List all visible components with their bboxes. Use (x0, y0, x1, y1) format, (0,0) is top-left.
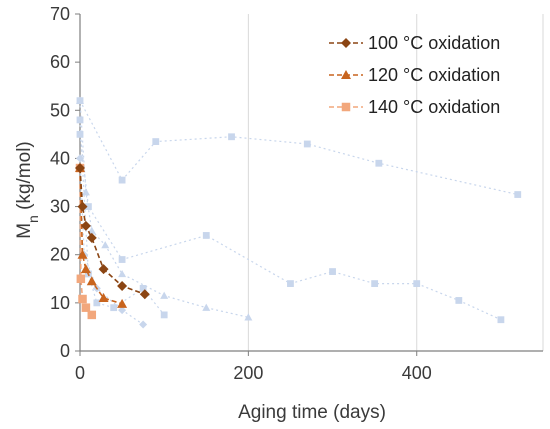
data-point (75, 163, 85, 174)
legend-label: 100 °C oxidation (368, 33, 500, 53)
legend: 100 °C oxidation 120 °C oxidation 140 °C o… (329, 33, 500, 117)
background-data-point (303, 140, 311, 148)
background-data-point (76, 116, 84, 124)
series-layer (75, 163, 150, 320)
background-data-point (118, 306, 127, 315)
background-data-point (160, 291, 169, 299)
background-data-point (375, 159, 383, 167)
background-data-point (110, 304, 118, 312)
background-data-point (93, 299, 101, 307)
y-tick-label: 60 (50, 52, 70, 72)
data-point (81, 303, 91, 312)
background-data-point (76, 154, 84, 163)
x-tick-label: 0 (75, 363, 85, 383)
x-tick-label: 200 (233, 363, 263, 383)
background-data-point (497, 316, 505, 324)
background-data-point (152, 138, 160, 145)
data-point (98, 264, 109, 275)
y-tick-label: 10 (50, 293, 70, 313)
y-tick-label: 70 (50, 4, 70, 24)
data-point (139, 289, 150, 300)
background-data-point (101, 241, 110, 249)
data-point (77, 249, 88, 259)
background-data-point (287, 280, 294, 287)
background-data-point (118, 256, 126, 263)
background-data-point (455, 297, 463, 304)
background-data-point (118, 269, 127, 278)
y-tick-label: 40 (50, 148, 70, 168)
data-point (80, 264, 91, 274)
data-point (76, 274, 86, 284)
y-tick-label: 20 (50, 245, 70, 265)
legend-label: 120 °C oxidation (368, 65, 500, 85)
background-data-point (371, 280, 379, 287)
background-data-point (85, 203, 92, 210)
background-data-point (202, 303, 211, 311)
legend-item: 100 °C oxidation (329, 33, 500, 53)
legend-item: 140 °C oxidation (329, 97, 500, 117)
data-point (117, 298, 128, 308)
y-axis-title-unit: (kg/mol) (14, 141, 35, 215)
background-series-line (79, 134, 502, 321)
background-data-point (244, 313, 253, 321)
series (75, 163, 128, 308)
data-point (87, 310, 97, 320)
background-data-point (514, 191, 522, 198)
background-series-line (79, 100, 249, 318)
y-axis-title: Mn (kg/mol) (14, 141, 41, 239)
data-point (117, 281, 128, 292)
background-series-line (79, 158, 144, 326)
series (75, 163, 150, 300)
background-data-point (81, 188, 90, 196)
y-axis-title-main: M (14, 223, 35, 239)
y-tick-label: 50 (50, 100, 70, 120)
background-data-point (160, 311, 168, 319)
data-point (78, 294, 87, 304)
legend-swatch-marker (341, 70, 351, 79)
y-tick-label: 30 (50, 197, 70, 217)
background-data-point (139, 320, 148, 329)
legend-label: 140 °C oxidation (368, 97, 500, 117)
grid (247, 14, 544, 351)
background-data-point (202, 232, 210, 239)
legend-swatch-marker (341, 38, 351, 48)
data-point (86, 232, 97, 243)
background-data-point (329, 268, 336, 275)
y-tick-label: 0 (60, 341, 70, 361)
data-point (77, 201, 88, 212)
background-data-point (139, 285, 147, 292)
data-point (98, 293, 109, 303)
legend-item: 120 °C oxidation (329, 65, 500, 85)
background-data-point (413, 280, 421, 287)
background-data-point (228, 133, 235, 141)
tick-labels: 0 10 20 30 40 50 60 70 0 200 400 (50, 4, 432, 383)
y-axis-title-subscript: n (25, 215, 41, 223)
data-point (86, 276, 97, 286)
background-data-point (118, 176, 126, 184)
data-point (80, 220, 91, 231)
legend-swatch-marker (341, 102, 351, 112)
x-tick-label: 400 (402, 363, 432, 383)
background-data-point (76, 130, 84, 138)
background-series (76, 96, 522, 329)
x-axis-title: Aging time (days) (238, 402, 386, 423)
background-data-point (76, 96, 84, 104)
